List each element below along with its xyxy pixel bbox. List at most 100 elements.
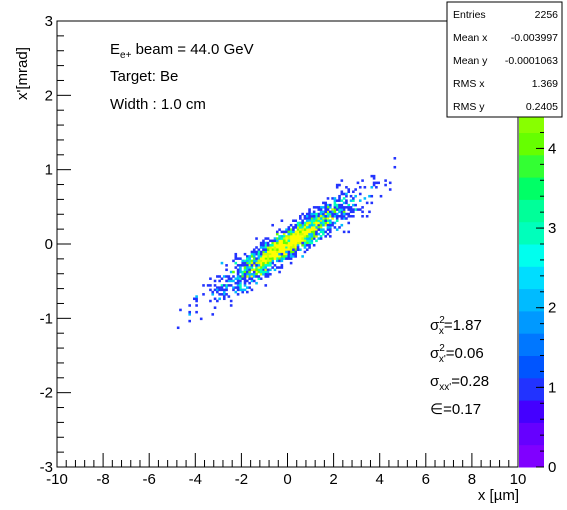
heatmap-cell [287, 230, 291, 234]
heatmap-cell [195, 299, 198, 303]
heatmap-cell [287, 252, 291, 256]
heatmap-cell [269, 250, 272, 254]
heatmap-cell [294, 226, 298, 229]
heatmap-cell [264, 275, 268, 278]
heatmap-cell [285, 241, 288, 245]
heatmap-cell [257, 252, 261, 256]
heatmap-cell [296, 244, 300, 247]
heatmap-cell [269, 259, 272, 263]
heatmap-cell [275, 244, 279, 247]
heatmap-cell [308, 217, 311, 220]
heatmap-cell [289, 244, 293, 247]
heatmap-cell [232, 288, 235, 292]
heatmap-cell [259, 264, 263, 267]
heatmap-cell [218, 275, 221, 278]
heatmap-cell [310, 237, 314, 240]
heatmap-cell [195, 297, 198, 301]
heatmap-cell [255, 264, 258, 267]
heatmap-cell [264, 244, 268, 247]
heatmap-cell [225, 286, 228, 289]
x-axis-label: x [µm] [478, 487, 519, 504]
colorbar-segment [519, 199, 544, 223]
heatmap-cell [280, 241, 284, 245]
heatmap-cell [303, 228, 307, 231]
heatmap-cell [312, 232, 316, 236]
heatmap-cell [322, 201, 325, 205]
heatmap-cell [365, 201, 369, 205]
heatmap-cell [259, 255, 263, 258]
heatmap-cell [246, 270, 249, 274]
y-tick-label: 1 [45, 162, 53, 179]
heatmap-cell [356, 208, 360, 211]
heatmap-cell [294, 223, 298, 227]
heatmap-cell [269, 261, 272, 265]
heatmap-cell [259, 261, 263, 265]
heatmap-cell [308, 246, 311, 249]
heatmap-cell [324, 223, 327, 227]
heatmap-cell [368, 210, 371, 214]
heatmap-cell [225, 264, 228, 267]
heatmap-cell [282, 230, 286, 234]
heatmap-cell [246, 266, 249, 269]
heatmap-cell [264, 246, 268, 249]
heatmap-cell [250, 264, 254, 267]
heatmap-cell [345, 199, 348, 202]
heatmap-cell [319, 208, 323, 211]
heatmap-cell [296, 221, 300, 225]
heatmap-cell [294, 219, 298, 222]
heatmap-cell [262, 255, 265, 258]
heatmap-cell [301, 239, 304, 243]
heatmap-cell [305, 217, 309, 220]
heatmap-cell [335, 206, 339, 209]
heatmap-cell [308, 239, 311, 243]
heatmap-cell [275, 257, 279, 260]
heatmap-cell [262, 241, 265, 245]
heatmap-cell [340, 217, 344, 220]
sigma-label: σ2 x=1.87 [430, 315, 482, 337]
stats-value: 1.369 [532, 78, 558, 90]
heatmap-cell [199, 317, 203, 321]
heatmap-cell [216, 275, 219, 278]
heatmap-cell [252, 250, 256, 254]
heatmap-cell [257, 264, 261, 267]
heatmap-cell [243, 281, 247, 285]
heatmap-cell [326, 208, 330, 211]
heatmap-cell [340, 190, 344, 194]
heatmap-cell [273, 264, 277, 267]
heatmap-cell [250, 288, 254, 292]
stats-label: Mean y [453, 55, 488, 67]
heatmap-cell [294, 232, 298, 236]
heatmap-cell [305, 212, 309, 216]
heatmap-cell [222, 295, 226, 298]
heatmap-cell [324, 230, 327, 234]
colorbar-segment [519, 132, 544, 156]
colorbar-segment [519, 177, 544, 200]
heatmap-cell [292, 255, 295, 258]
heatmap-cell [222, 290, 226, 294]
heatmap-cell [319, 237, 323, 240]
heatmap-cell [294, 244, 298, 247]
heatmap-cell [280, 235, 284, 238]
heatmap-cell [315, 226, 318, 229]
heatmap-cell [333, 212, 337, 216]
heatmap-cell [243, 279, 247, 283]
heatmap-cell [264, 237, 268, 240]
heatmap-cell [322, 212, 325, 216]
heatmap-cell [262, 268, 265, 272]
heatmap-cell [236, 272, 240, 276]
heatmap-cell [248, 268, 251, 272]
heatmap-cell [315, 221, 318, 225]
heatmap-cell [280, 255, 284, 258]
heatmap-cell [303, 226, 307, 229]
heatmap-cell [289, 223, 293, 227]
heatmap-cell [266, 255, 270, 258]
heatmap-cell [248, 261, 251, 265]
heatmap-cell [310, 235, 314, 238]
heatmap-cell [271, 223, 274, 227]
heatmap-cell [287, 257, 291, 260]
heatmap-cell [264, 284, 268, 287]
heatmap-cell [347, 212, 351, 216]
heatmap-cell [305, 232, 309, 236]
